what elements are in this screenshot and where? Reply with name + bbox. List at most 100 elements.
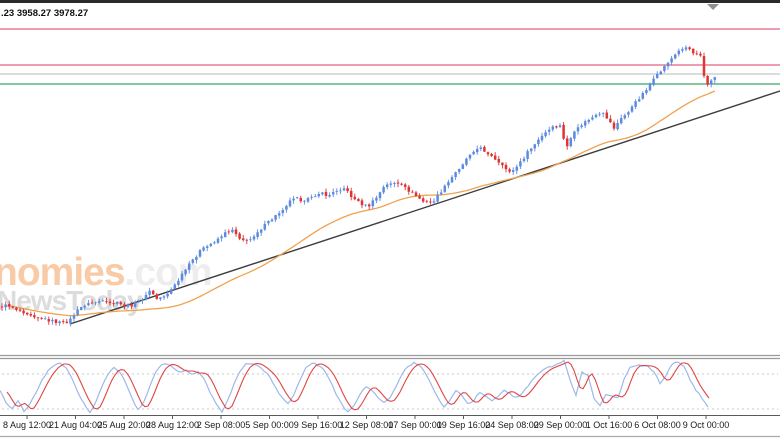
ascending-trendline[interactable] — [69, 90, 780, 325]
candle-body — [587, 119, 591, 122]
candle-body — [299, 197, 303, 202]
candle-body — [137, 300, 141, 302]
candle-body — [551, 126, 555, 130]
candle-body — [29, 314, 33, 316]
x-axis-label: 19 Sep 16:00 — [437, 420, 491, 430]
stoch-signal-line — [6, 361, 710, 411]
candle-body — [7, 304, 11, 307]
candle-body — [439, 192, 443, 195]
candle-body — [317, 194, 321, 197]
candle-body — [216, 238, 220, 243]
candle-body — [508, 169, 511, 172]
candle-body — [713, 77, 717, 80]
candle-body — [281, 210, 285, 214]
candle-body — [87, 303, 90, 306]
candle-body — [486, 152, 490, 155]
candle-body — [573, 131, 576, 139]
candle-body — [169, 289, 173, 294]
watermark-brand-suffix: .com — [125, 251, 212, 294]
candle-body — [346, 188, 349, 192]
watermark: nomies.com NewsToday — [0, 251, 213, 316]
x-axis-label: 8 Aug 12:00 — [3, 420, 51, 430]
stochastic-oscillator[interactable] — [0, 359, 778, 414]
x-axis-label: 6 Oct 08:00 — [634, 420, 681, 430]
candle-body — [558, 125, 562, 127]
candle-body — [83, 305, 87, 308]
candle-body — [76, 309, 79, 315]
candle-body — [609, 118, 612, 123]
candle-body — [655, 74, 659, 79]
candlestick-series[interactable] — [0, 45, 717, 327]
candle-body — [195, 256, 198, 260]
candle-body — [47, 319, 51, 322]
candle-body — [533, 144, 537, 149]
candle-body — [342, 188, 346, 191]
candle-body — [418, 195, 421, 199]
candle-body — [54, 319, 58, 323]
candle-body — [198, 250, 202, 257]
candle-body — [108, 301, 112, 304]
candle-body — [501, 162, 504, 166]
candle-body — [245, 239, 249, 241]
candle-body — [263, 223, 267, 230]
candle-body — [277, 213, 281, 216]
candle-body — [562, 124, 565, 139]
x-axis-label: 9 Sep 16:00 — [294, 420, 343, 430]
candle-body — [605, 112, 609, 119]
candle-body — [450, 177, 454, 183]
candle-body — [540, 135, 544, 141]
candle-body — [515, 166, 519, 171]
candle-body — [709, 80, 713, 85]
horizontal-level-lines[interactable] — [0, 28, 780, 85]
candle-body — [591, 117, 594, 120]
x-axis-label: 24 Sep 08:00 — [485, 420, 539, 430]
panel-splitter[interactable] — [0, 354, 780, 360]
candle-body — [497, 159, 501, 163]
watermark-brand-text: nomies — [0, 251, 125, 294]
candle-body — [223, 232, 227, 238]
candle-body — [4, 304, 7, 308]
candle-body — [328, 194, 331, 197]
candle-body — [274, 215, 277, 220]
x-axis-label: 21 Aug 04:00 — [49, 420, 102, 430]
candle-body — [202, 247, 205, 251]
candle-body — [429, 201, 432, 203]
candle-body — [396, 182, 400, 184]
candle-body — [688, 47, 691, 50]
candle-body — [677, 50, 681, 55]
x-axis-label: 2 Sep 08:00 — [197, 420, 246, 430]
candle-body — [105, 301, 108, 303]
candle-body — [601, 112, 605, 114]
candle-body — [670, 58, 673, 63]
candle-body — [616, 123, 619, 130]
candle-body — [483, 146, 486, 152]
candle-body — [702, 56, 706, 76]
candle-body — [310, 197, 313, 199]
candle-body — [209, 243, 213, 246]
candle-body — [371, 200, 375, 207]
candle-body — [493, 155, 497, 160]
candle-body — [33, 315, 36, 318]
candle-body — [472, 151, 475, 155]
candle-body — [288, 200, 292, 207]
candle-body — [465, 158, 468, 165]
x-axis-label: 28 Aug 12:00 — [146, 420, 199, 430]
candle-body — [220, 236, 223, 239]
candle-body — [576, 127, 580, 132]
candle-body — [72, 315, 76, 319]
candle-body — [94, 302, 97, 304]
candle-body — [393, 183, 396, 184]
candle-body — [159, 297, 162, 300]
candle-body — [25, 312, 29, 315]
candle-body — [173, 284, 177, 290]
window-top-border — [0, 0, 780, 3]
candle-body — [475, 148, 479, 153]
candle-body — [634, 101, 637, 107]
candle-body — [666, 62, 670, 67]
candle-body — [234, 229, 238, 235]
candle-body — [303, 200, 306, 202]
candle-body — [321, 192, 324, 195]
x-axis-label: 12 Sep 08:00 — [340, 420, 394, 430]
candle-body — [90, 302, 94, 304]
